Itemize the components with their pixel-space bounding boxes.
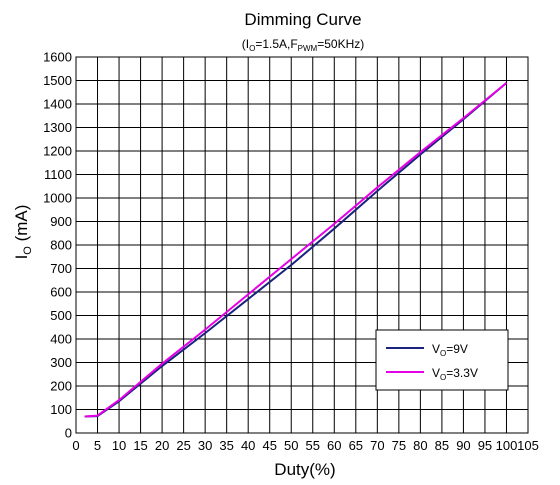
- y-tick-label: 800: [50, 238, 72, 253]
- y-tick-label: 600: [50, 285, 72, 300]
- legend: VO=9V VO=3.3V: [375, 329, 509, 391]
- x-tick-label: 0: [72, 438, 79, 453]
- x-tick-label: 55: [306, 438, 320, 453]
- chart-title: Dimming Curve: [244, 10, 361, 29]
- y-tick-label: 300: [50, 355, 72, 370]
- x-tick-label: 70: [370, 438, 384, 453]
- y-tick-label: 100: [50, 402, 72, 417]
- x-axis-ticks: 0 5 10 15 20 25 30 35 40 45 50 55 60 65 70 75 80 85 90 95 10…: [72, 438, 538, 453]
- legend-label-vo-3v3: VO=3.3V: [432, 366, 478, 382]
- x-axis-label: Duty(%): [274, 460, 335, 479]
- x-tick-label: 25: [176, 438, 190, 453]
- x-tick-label: 50: [284, 438, 298, 453]
- x-tick-label: 45: [262, 438, 276, 453]
- y-axis-label: IO (mA): [12, 205, 34, 260]
- x-tick-label: 65: [349, 438, 363, 453]
- x-tick-label: 100: [496, 438, 518, 453]
- legend-label-vo-9v: VO=9V: [432, 342, 468, 358]
- x-tick-label: 20: [155, 438, 169, 453]
- y-tick-label: 1200: [43, 144, 72, 159]
- y-axis-ticks: 0 100 200 300 400 500 600 700 800 900 1000 1100 1200…: [43, 50, 72, 441]
- y-tick-label: 1500: [43, 73, 72, 88]
- y-tick-label: 0: [65, 426, 72, 441]
- x-tick-label: 75: [392, 438, 406, 453]
- x-tick-label: 40: [241, 438, 255, 453]
- y-tick-label: 200: [50, 379, 72, 394]
- chart-subtitle: (IO=1.5A,FPWM=50KHz): [242, 37, 365, 53]
- x-tick-label: 10: [112, 438, 126, 453]
- x-tick-label: 60: [327, 438, 341, 453]
- x-tick-label: 15: [133, 438, 147, 453]
- series-line-vo-3v3: [84, 82, 508, 418]
- x-tick-label: 105: [517, 438, 539, 453]
- y-tick-label: 400: [50, 332, 72, 347]
- series-lines: [84, 82, 508, 418]
- y-tick-label: 1300: [43, 120, 72, 135]
- y-tick-label: 1100: [44, 167, 72, 182]
- y-tick-label: 500: [50, 308, 72, 323]
- legend-box: [375, 329, 509, 391]
- x-tick-label: 5: [94, 438, 101, 453]
- y-tick-label: 700: [50, 261, 72, 276]
- x-tick-label: 35: [219, 438, 233, 453]
- y-tick-label: 900: [50, 214, 72, 229]
- x-tick-label: 90: [456, 438, 470, 453]
- y-tick-label: 1400: [43, 97, 72, 112]
- y-tick-label: 1000: [43, 191, 72, 206]
- x-tick-label: 85: [435, 438, 449, 453]
- plot-area-frame: [75, 56, 529, 434]
- y-tick-label: 1600: [43, 50, 72, 65]
- x-tick-label: 95: [478, 438, 492, 453]
- x-tick-label: 30: [198, 438, 212, 453]
- x-tick-label: 80: [413, 438, 427, 453]
